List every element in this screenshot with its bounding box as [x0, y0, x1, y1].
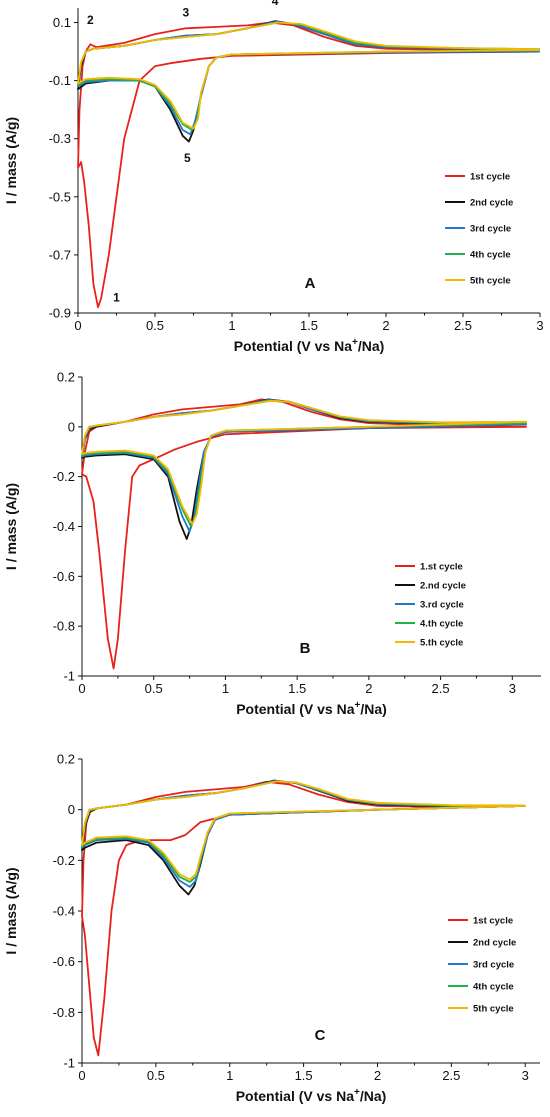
- y-tick-label: -0.7: [49, 247, 71, 262]
- x-axis-title-tail: /Na): [360, 1088, 386, 1104]
- x-tick-label: 0.5: [146, 318, 164, 333]
- peak-annotation: 1: [113, 290, 120, 304]
- peak-annotation: 4: [272, 0, 279, 8]
- y-tick-label: 0.2: [57, 370, 75, 385]
- series-line-5: [81, 399, 527, 525]
- series-line-3: [81, 780, 526, 888]
- series-line-4: [77, 21, 541, 131]
- legend-label: 4.th cycle: [420, 619, 463, 630]
- legend-label: 4th cycle: [470, 250, 511, 261]
- x-tick-label: 2.5: [432, 681, 450, 696]
- x-axis-title: Potential (V vs Na+/Na): [234, 337, 385, 354]
- y-axis-title: I / mass (A/g): [3, 483, 19, 570]
- chart-panel-a: 0 0.5 1 1.5 2 2.5 3 0.1 -0.1 -0.3 -0.5 -0.7 -0.9 Pote…: [3, 0, 544, 354]
- y-tick-label: 0.2: [57, 752, 75, 767]
- y-tick-label: -0.4: [53, 519, 75, 534]
- x-tick-label: 2: [365, 681, 372, 696]
- peak-annotation: 3: [182, 6, 189, 20]
- x-tick-label: 3: [536, 318, 543, 333]
- y-tick-label: -0.5: [49, 189, 71, 204]
- series-line-4: [81, 780, 526, 883]
- y-tick-label: 0: [68, 802, 75, 817]
- x-tick-label: 1.5: [300, 318, 318, 333]
- x-tick-label: 0: [78, 681, 85, 696]
- y-tick-label: -0.6: [53, 954, 75, 969]
- x-axis-title-tail: /Na): [360, 701, 386, 717]
- legend-label: 2nd cycle: [470, 198, 513, 209]
- series-line-1: [77, 21, 541, 309]
- x-tick-label: 0.5: [145, 681, 163, 696]
- x-tick-label: 1: [226, 1068, 233, 1083]
- legend-label: 2nd cycle: [473, 938, 516, 949]
- x-axis-title-tail: /Na): [358, 338, 384, 354]
- panel-label: A: [305, 275, 316, 292]
- x-tick-label: 1: [222, 681, 229, 696]
- series-line-3: [77, 20, 541, 136]
- y-tick-label: 0: [68, 419, 75, 434]
- x-tick-label: 0: [74, 318, 81, 333]
- series-line-2: [81, 398, 527, 540]
- legend-label: 2.nd cycle: [420, 581, 466, 592]
- x-tick-label: 2.5: [442, 1068, 460, 1083]
- y-tick-label: -0.6: [53, 569, 75, 584]
- x-tick-label: 1.5: [295, 1068, 313, 1083]
- y-tick-label: -0.1: [49, 73, 71, 88]
- y-tick-label: -1: [63, 1056, 75, 1071]
- peak-annotation: 5: [184, 151, 191, 165]
- y-tick-label: -0.2: [53, 469, 75, 484]
- legend-label: 1st cycle: [470, 172, 510, 183]
- chart-panel-b: 0 0.5 1 1.5 2 2.5 3 0.2 0 -0.2 -0.4 -0.6 -0.8 -1 Poten…: [3, 370, 541, 717]
- x-tick-label: 0: [78, 1068, 85, 1083]
- y-tick-label: -0.2: [53, 853, 75, 868]
- x-axis-title-superscript: +: [354, 700, 360, 711]
- x-tick-label: 2: [382, 318, 389, 333]
- legend-label: 5th cycle: [473, 1004, 514, 1015]
- series-line-5: [77, 21, 541, 130]
- x-tick-label: 2: [374, 1068, 381, 1083]
- x-axis-title-main: Potential (V vs Na: [236, 1088, 354, 1104]
- legend-label: 5.th cycle: [420, 638, 463, 649]
- x-axis-title-superscript: +: [354, 1087, 360, 1098]
- legend-label: 3.rd cycle: [420, 600, 464, 611]
- x-axis-title-superscript: +: [352, 337, 358, 348]
- x-axis-title-main: Potential (V vs Na: [236, 701, 354, 717]
- y-tick-label: 0.1: [53, 15, 71, 30]
- chart-panel-c: 0 0.5 1 1.5 2 2.5 3 0.2 0 -0.2 -0.4 -0.6 -0.8 -1 Poten…: [3, 752, 540, 1104]
- x-axis-title: Potential (V vs Na+/Na): [236, 700, 387, 717]
- legend-label: 1st cycle: [473, 916, 513, 927]
- x-tick-label: 1: [228, 318, 235, 333]
- peak-annotation: 2: [87, 13, 94, 27]
- x-tick-label: 2.5: [454, 318, 472, 333]
- x-tick-label: 3: [522, 1068, 529, 1083]
- legend-label: 3rd cycle: [473, 960, 514, 971]
- y-axis-title: I / mass (A/g): [3, 867, 19, 954]
- panel-label: C: [315, 1027, 326, 1044]
- series-line-1: [81, 780, 526, 1057]
- x-axis-title: Potential (V vs Na+/Na): [236, 1087, 387, 1104]
- y-tick-label: -0.8: [53, 1005, 75, 1020]
- x-tick-label: 3: [509, 681, 516, 696]
- y-tick-label: -0.8: [53, 619, 75, 634]
- x-axis-title-main: Potential (V vs Na: [234, 338, 352, 354]
- y-tick-label: -0.9: [49, 306, 71, 321]
- legend-label: 4th cycle: [473, 982, 514, 993]
- y-tick-label: -0.4: [53, 904, 75, 919]
- series-line-4: [81, 399, 527, 528]
- series-line-5: [81, 780, 526, 881]
- y-tick-label: -1: [63, 669, 75, 684]
- legend-label: 5th cycle: [470, 276, 511, 287]
- legend-label: 3rd cycle: [470, 224, 511, 235]
- series-line-2: [81, 779, 526, 896]
- panel-label: B: [300, 640, 311, 657]
- y-tick-label: -0.3: [49, 131, 71, 146]
- legend-label: 1.st cycle: [420, 562, 463, 573]
- series-line-3: [81, 399, 527, 533]
- x-tick-label: 0.5: [147, 1068, 165, 1083]
- y-axis-title: I / mass (A/g): [3, 117, 19, 204]
- x-tick-label: 1.5: [288, 681, 306, 696]
